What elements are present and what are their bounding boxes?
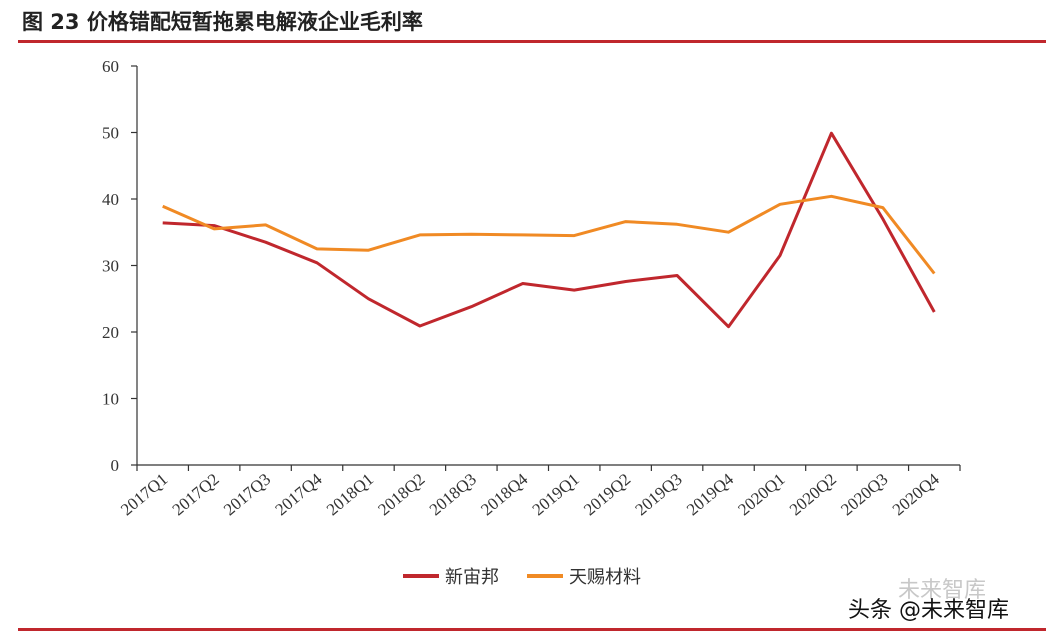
x-tick-label: 2019Q4 bbox=[683, 469, 738, 519]
x-tick-label: 2020Q4 bbox=[889, 469, 944, 519]
y-tick-label: 40 bbox=[102, 190, 119, 209]
legend-label: 天赐材料 bbox=[569, 567, 641, 588]
y-tick-label: 30 bbox=[102, 257, 119, 276]
bottom-divider bbox=[18, 628, 1046, 631]
x-axis-ticks: 2017Q12017Q22017Q32017Q42018Q12018Q22018… bbox=[117, 465, 961, 520]
series-line-1 bbox=[162, 131, 936, 329]
x-tick-label: 2018Q3 bbox=[426, 470, 480, 520]
watermark-logo-text: 未来智库 bbox=[898, 578, 987, 603]
x-tick-label: 2019Q3 bbox=[631, 470, 685, 520]
legend-label: 新宙邦 bbox=[445, 567, 499, 588]
x-tick-label: 2017Q4 bbox=[271, 469, 326, 519]
x-tick-label: 2018Q4 bbox=[477, 469, 532, 519]
y-tick-label: 0 bbox=[111, 456, 120, 475]
x-tick-label: 2017Q3 bbox=[220, 470, 274, 520]
x-tick-label: 2020Q3 bbox=[837, 470, 891, 520]
chart-legend: 新宙邦 天赐材料 bbox=[403, 567, 641, 588]
y-axis-ticks: 0 10 20 30 40 50 60 bbox=[102, 57, 137, 475]
x-tick-label: 2018Q2 bbox=[374, 470, 428, 520]
x-tick-label: 2020Q2 bbox=[786, 470, 840, 520]
x-tick-label: 2020Q1 bbox=[734, 470, 788, 520]
title-divider bbox=[18, 40, 1046, 43]
x-tick-label: 2017Q2 bbox=[169, 470, 223, 520]
x-tick-label: 2017Q1 bbox=[117, 470, 171, 520]
watermark-text: 头条 @未来智库 bbox=[848, 598, 1009, 623]
y-tick-label: 50 bbox=[102, 124, 119, 143]
chart-title: 图 23 价格错配短暂拖累电解液企业毛利率 bbox=[22, 10, 423, 34]
y-tick-label: 10 bbox=[102, 390, 119, 409]
series-line-2 bbox=[162, 194, 936, 275]
x-tick-label: 2019Q1 bbox=[529, 470, 583, 520]
y-tick-label: 20 bbox=[102, 323, 119, 342]
series-lines bbox=[162, 131, 936, 329]
y-tick-label: 60 bbox=[102, 57, 119, 76]
x-tick-label: 2018Q1 bbox=[323, 470, 377, 520]
x-tick-label: 2019Q2 bbox=[580, 470, 634, 520]
chart-axes bbox=[136, 66, 960, 466]
